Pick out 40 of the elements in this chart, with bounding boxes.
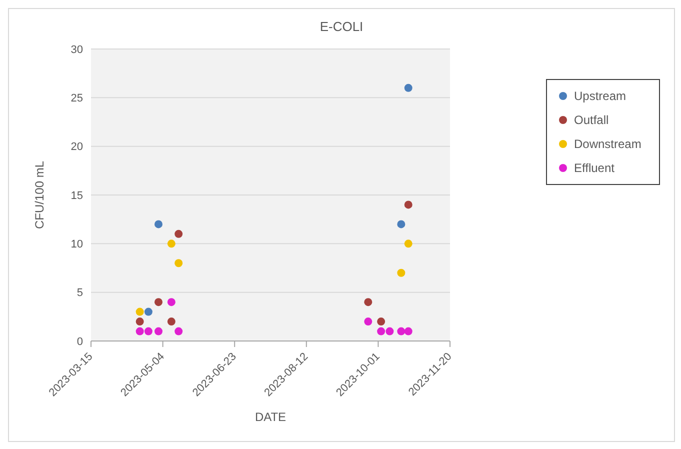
point — [404, 84, 412, 92]
point — [136, 318, 144, 326]
y-tick-label: 5 — [76, 287, 83, 300]
point — [377, 318, 386, 326]
legend-label: Downstream — [573, 136, 642, 153]
point — [404, 327, 412, 336]
point — [397, 220, 406, 228]
legend-label: Upstream — [573, 88, 628, 105]
point — [154, 220, 162, 228]
point — [364, 318, 372, 326]
point — [174, 230, 183, 238]
x-axis-title: DATE — [254, 410, 286, 424]
point — [174, 327, 183, 336]
y-tick-label: 0 — [76, 336, 83, 348]
point — [386, 327, 394, 336]
y-tick-label: 15 — [70, 190, 83, 202]
point — [144, 308, 152, 316]
point — [174, 259, 183, 268]
point — [167, 240, 176, 248]
point — [154, 298, 162, 306]
point — [404, 200, 412, 209]
legend-label: Outfall — [573, 112, 610, 129]
point — [144, 327, 152, 336]
point — [397, 268, 406, 277]
point — [397, 327, 406, 336]
legend-label: Effluent — [573, 160, 616, 177]
point — [404, 240, 412, 248]
y-tick-label: 25 — [70, 92, 83, 105]
point — [154, 327, 162, 336]
point — [377, 327, 386, 336]
y-tick-label: 10 — [70, 238, 83, 251]
chart-title: E-COLI — [318, 19, 364, 34]
point — [136, 308, 144, 316]
point — [167, 298, 176, 306]
point — [364, 298, 372, 306]
y-tick-label: 30 — [70, 44, 83, 56]
y-axis-title: CFU/100 mL — [32, 160, 46, 230]
point — [167, 318, 176, 326]
point — [136, 327, 144, 336]
y-tick-label: 20 — [70, 141, 83, 154]
